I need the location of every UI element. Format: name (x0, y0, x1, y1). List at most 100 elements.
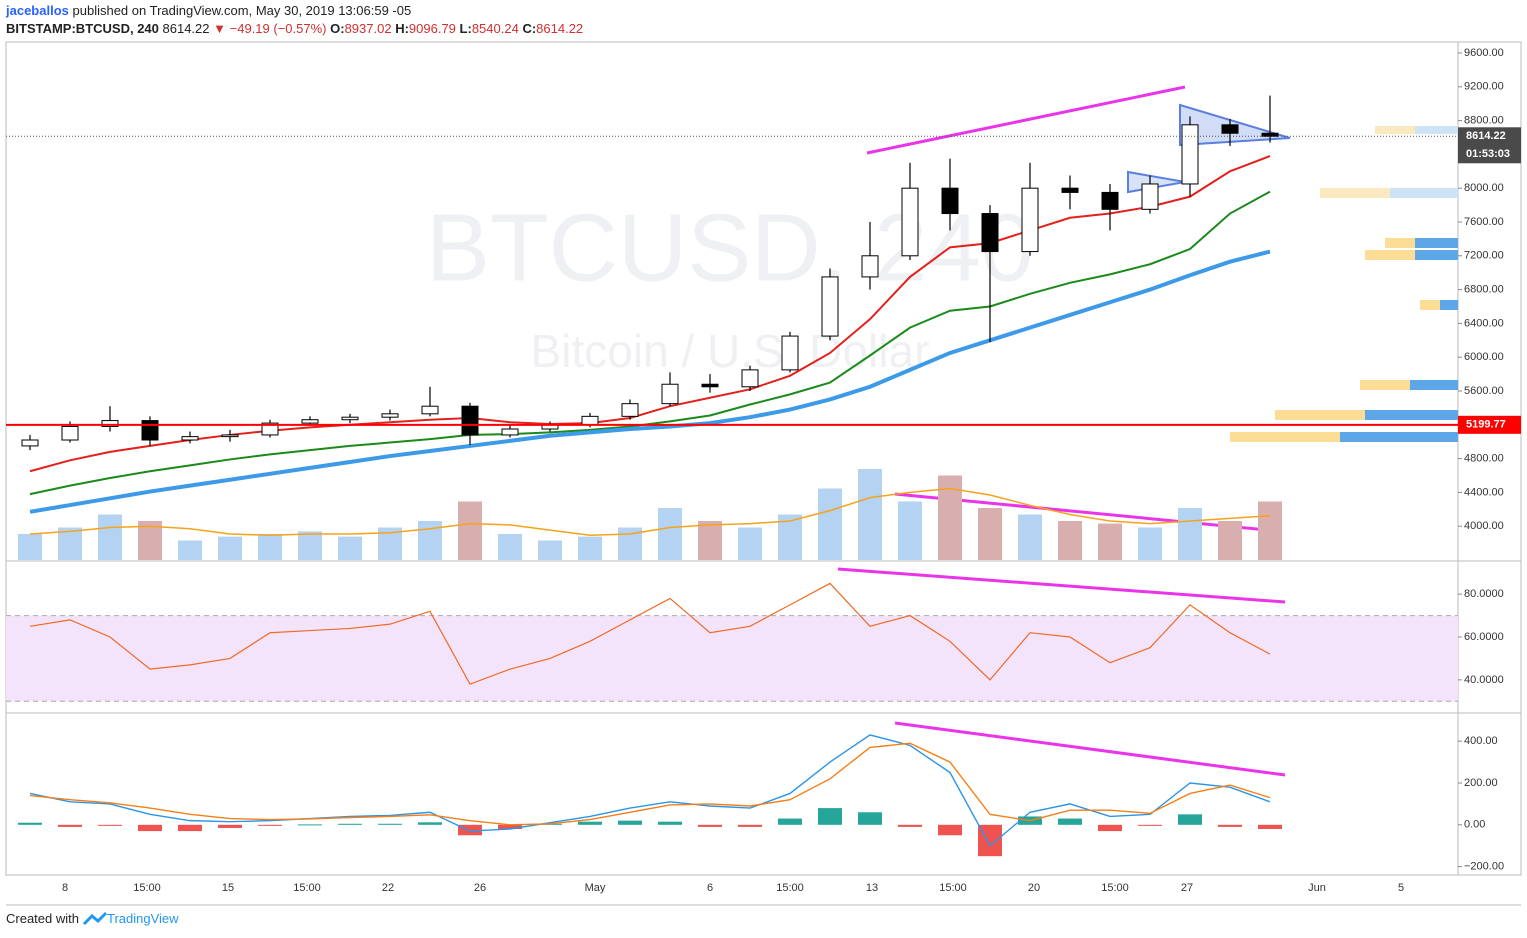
y-tick-label: 7600.00 (1464, 216, 1504, 228)
c: 8614.22 (536, 21, 583, 36)
trend-line[interactable] (894, 721, 1286, 777)
profile-bar (1230, 432, 1340, 442)
volume-bar (138, 521, 162, 560)
candle-body (181, 436, 199, 441)
last-price-label: 8614.22 (1466, 130, 1506, 142)
y-tick-label: −200.00 (1464, 861, 1504, 873)
candle-body (1181, 124, 1199, 185)
macd-histogram (498, 824, 522, 829)
volume-bar (1018, 514, 1042, 560)
logo (82, 911, 108, 926)
candle-body (501, 428, 519, 436)
o: 8937.02 (345, 21, 392, 36)
profile-bar (1365, 410, 1458, 420)
h: 9096.79 (409, 21, 456, 36)
profile-bar (1275, 410, 1365, 420)
y-tick-label: 200.00 (1464, 777, 1498, 789)
candle-body (141, 420, 159, 441)
moving-average (29, 249, 1271, 514)
signal-line (29, 742, 1271, 826)
y-tick-label: 60.0000 (1464, 631, 1504, 643)
x-tick-label: 6 (707, 882, 713, 894)
candle-body (1021, 187, 1039, 253)
macd-histogram (138, 824, 162, 832)
volume-bar (1138, 527, 1162, 560)
volume-bar (578, 536, 602, 560)
macd-histogram (458, 824, 482, 836)
trend-line[interactable] (866, 85, 1186, 155)
candle-body (101, 420, 119, 427)
macd-histogram (338, 823, 362, 825)
candle-body (261, 422, 279, 436)
volume-bar (898, 501, 922, 560)
watermark-sub: Bitcoin / U.S. Dollar (531, 325, 930, 377)
y-tick-label: 40.0000 (1464, 674, 1504, 686)
price-tag (1458, 127, 1521, 164)
volume-bar (58, 527, 82, 560)
candle-body (301, 419, 319, 424)
candle-body (341, 416, 359, 421)
candle-body (1061, 187, 1079, 193)
macd-histogram (218, 824, 242, 828)
x-tick-label: 15:00 (776, 882, 804, 894)
candle-body (61, 425, 79, 441)
volume-bar (658, 508, 682, 560)
macd-histogram (938, 824, 962, 836)
y-tick-label: 6000.00 (1464, 351, 1504, 363)
profile-bar (1385, 238, 1415, 248)
volume-bar (458, 501, 482, 560)
profile-bar (1360, 380, 1410, 390)
volume-profile (1230, 126, 1458, 442)
y-tick-label: 7200.00 (1464, 250, 1504, 262)
volume-bar (1218, 521, 1242, 560)
header-line-2: BITSTAMP:BTCUSD, 240 8614.22 ▼ −49.19 (−… (6, 21, 583, 36)
candle-body (701, 383, 719, 388)
candle-body (821, 276, 839, 337)
candle-body (1101, 191, 1119, 210)
volume-bar (178, 540, 202, 560)
macd-histogram (738, 824, 762, 827)
h-label: H: (395, 21, 409, 36)
macd-histogram (1058, 818, 1082, 825)
footer-brand[interactable]: TradingView (107, 911, 179, 926)
candle-body (861, 255, 879, 278)
volume-bar (1058, 521, 1082, 560)
trend-line[interactable] (837, 567, 1286, 604)
macd-histogram (658, 821, 682, 825)
x-tick-label: 27 (1181, 882, 1193, 894)
volume-bar (498, 534, 522, 560)
author[interactable]: jaceballos (5, 3, 69, 18)
rsi-band (6, 615, 1458, 702)
profile-bar (1320, 188, 1390, 198)
y-tick-label: 4400.00 (1464, 486, 1504, 498)
x-tick-label: 15:00 (133, 882, 161, 894)
macd-histogram (98, 824, 122, 826)
volume-bar (258, 534, 282, 560)
macd-histogram (418, 822, 442, 825)
candle-body (221, 434, 239, 438)
x-tick-label: 22 (382, 882, 394, 894)
macd-histogram (378, 823, 402, 825)
candle-body (621, 403, 639, 417)
moving-average (29, 155, 1271, 473)
volume-bar (698, 521, 722, 560)
macd-histogram (58, 824, 82, 827)
footer-text: Created with (6, 911, 79, 926)
macd-histogram (1258, 824, 1282, 829)
volume-bar (538, 540, 562, 560)
volume-ma (29, 487, 1271, 537)
arrow: ▼ (213, 21, 226, 36)
y-tick-label: 8000.00 (1464, 182, 1504, 194)
x-tick-label: May (585, 882, 606, 894)
y-tick-label: 0.00 (1464, 819, 1485, 831)
candle-body (781, 335, 799, 371)
y-tick-label: 4000.00 (1464, 520, 1504, 532)
profile-bar (1410, 380, 1458, 390)
profile-bar (1415, 126, 1458, 134)
candle-body (901, 187, 919, 257)
macd-histogram (698, 824, 722, 827)
macd-histogram (1178, 814, 1202, 825)
candle-body (981, 213, 999, 253)
hline-label: 5199.77 (1466, 419, 1506, 431)
